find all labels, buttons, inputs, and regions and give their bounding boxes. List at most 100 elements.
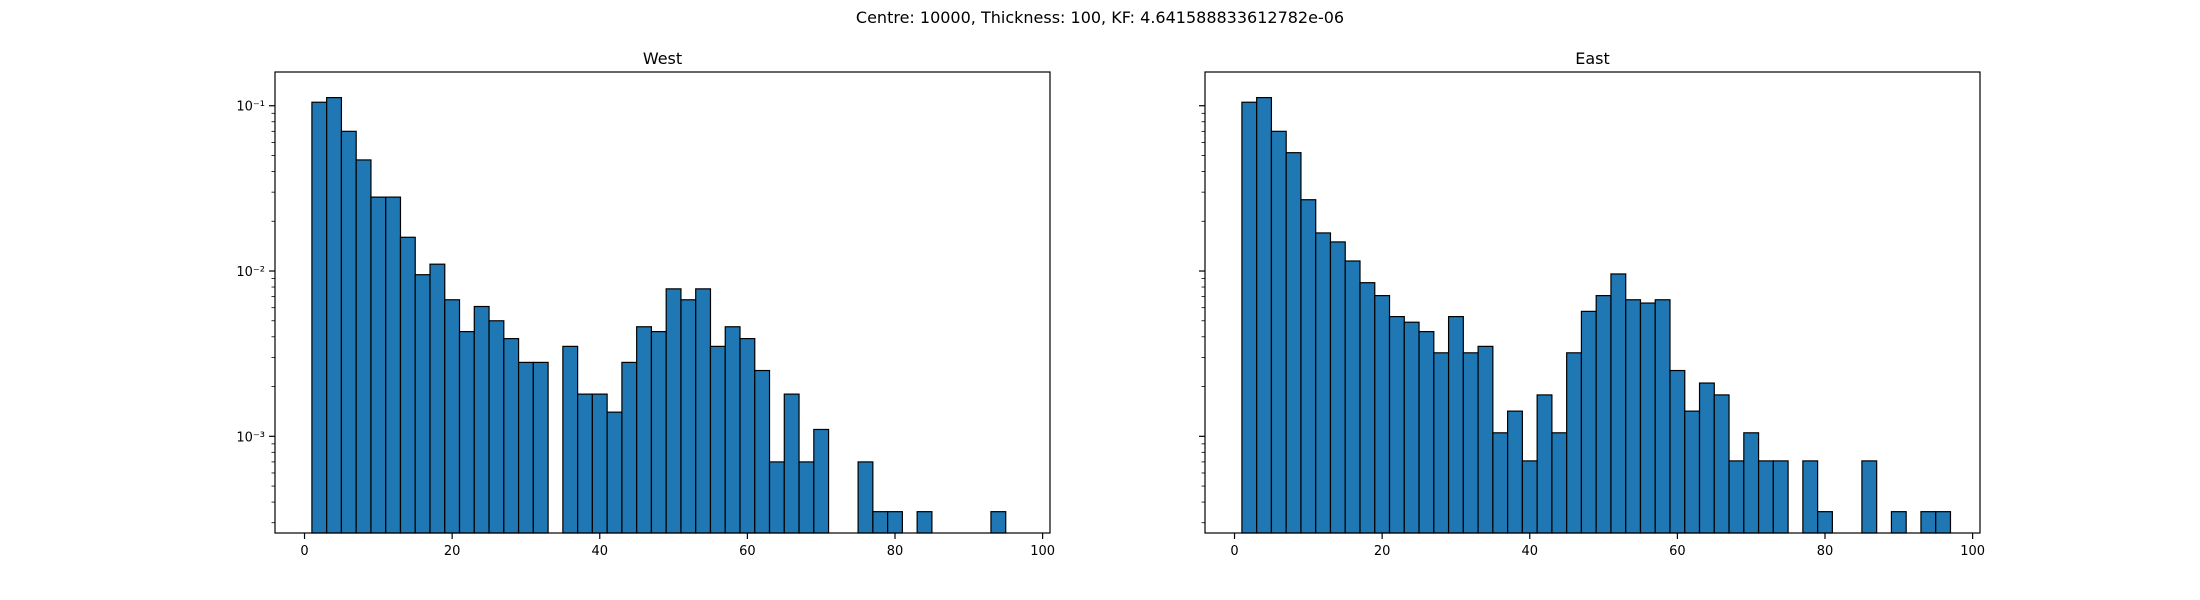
histogram-bar [1551, 432, 1568, 534]
histogram-bar [591, 393, 608, 534]
histogram-bar [1625, 299, 1642, 534]
histogram-bar [1595, 295, 1612, 534]
histogram-bar [1462, 352, 1479, 534]
histogram-bar [724, 326, 741, 534]
histogram-bar [621, 361, 638, 534]
histogram-bar [503, 338, 520, 534]
histogram-bar [1728, 460, 1745, 534]
y-tick-label: 10⁻¹ [236, 100, 265, 115]
histogram-bar [1920, 511, 1937, 534]
x-tick-label: 60 [1669, 544, 1686, 559]
y-tick-label: 10⁻² [236, 265, 265, 280]
histogram-bar [768, 461, 785, 534]
histogram-bar [1241, 101, 1258, 534]
x-tick-label: 80 [887, 544, 904, 559]
x-tick-label: 100 [1030, 544, 1055, 559]
histogram-bar [1256, 97, 1273, 534]
histogram-bar [1329, 241, 1346, 534]
histogram-bar [311, 101, 328, 534]
histogram-bar [754, 369, 771, 534]
x-tick-label: 20 [1374, 544, 1391, 559]
histogram-bar [680, 299, 697, 534]
histogram-bar [1447, 315, 1464, 534]
histogram-bar [1270, 130, 1287, 534]
histogram-bar [1654, 299, 1671, 534]
histogram-bar [355, 159, 372, 534]
x-tick-label: 40 [1521, 544, 1538, 559]
histogram-bar [1935, 511, 1952, 534]
figure-suptitle: Centre: 10000, Thickness: 100, KF: 4.641… [855, 8, 1345, 27]
histogram-bar [577, 393, 593, 534]
histogram-bar [783, 393, 800, 534]
histogram-bar [399, 236, 416, 534]
histogram-bar [1861, 460, 1878, 534]
histogram-bar [488, 320, 505, 534]
x-tick-label: 60 [739, 544, 756, 559]
histogram-bar [414, 274, 431, 534]
axes-frame [274, 71, 1051, 534]
histogram-bar [636, 326, 653, 534]
subplot-west: West 0 20 40 60 80 100 10⁻³ 10⁻² 10⁻¹ [236, 49, 1055, 559]
histogram-bar [1684, 410, 1701, 534]
axes-frame [1204, 71, 1981, 534]
histogram-bar [1698, 382, 1715, 534]
histogram-bar [458, 331, 475, 534]
histogram-bar [1507, 410, 1523, 534]
x-tick-label: 80 [1817, 544, 1834, 559]
histogram-bar [1772, 460, 1789, 534]
histogram-bar [606, 411, 623, 534]
histogram-bar [473, 305, 490, 534]
histogram-bar [872, 511, 889, 534]
histogram-bar [798, 461, 815, 534]
histogram-bar [709, 345, 726, 534]
histogram-bar [429, 263, 446, 534]
x-tick-label: 100 [1960, 544, 1985, 559]
histogram-bar [532, 361, 549, 534]
histogram-bar [1639, 302, 1656, 534]
histogram-bar [1477, 345, 1494, 534]
histogram-bar [665, 288, 682, 534]
histogram-bar [370, 196, 387, 534]
histogram-bar [1359, 282, 1376, 534]
histogram-bar [1536, 394, 1553, 534]
histogram-bar [562, 345, 579, 534]
histogram-bar [1344, 260, 1361, 534]
histogram-bar [990, 511, 1007, 534]
histogram-bar [1802, 460, 1819, 534]
histogram-bar [1403, 321, 1420, 534]
histogram-bar [1374, 295, 1391, 534]
histogram-bar [1757, 460, 1774, 534]
histogram-bar [1580, 310, 1597, 534]
histogram-bar [1566, 352, 1583, 534]
histogram-bar [517, 361, 534, 534]
histogram-bar [1713, 394, 1730, 534]
histogram-bar [813, 428, 830, 534]
x-tick-label: 20 [444, 544, 461, 559]
histogram-bar [1521, 460, 1538, 534]
histogram-bar [444, 299, 461, 534]
histogram-bar [1388, 315, 1405, 534]
x-tick-label: 0 [1230, 544, 1238, 559]
histogram-bar [1300, 199, 1317, 534]
histogram-bar [650, 331, 667, 534]
histogram-bar [1433, 352, 1450, 534]
histogram-bar [857, 461, 874, 534]
subplot-title: West [643, 49, 682, 68]
histogram-bar [916, 511, 933, 534]
histogram-bar [1890, 511, 1907, 534]
histogram-bar [340, 130, 357, 534]
histogram-bar [695, 288, 712, 534]
x-tick-label: 0 [300, 544, 308, 559]
histogram-bar [1315, 232, 1332, 534]
histogram-bar [1743, 432, 1760, 534]
x-tick-label: 40 [591, 544, 608, 559]
histogram-bar [1418, 331, 1435, 534]
histogram-bar [326, 97, 343, 534]
histogram-bar [1610, 273, 1627, 534]
y-tick-label: 10⁻³ [236, 430, 265, 445]
histogram-bar [1285, 152, 1302, 534]
histogram-bar [1669, 369, 1686, 534]
subplot-east: East 0 20 40 60 80 100 [1199, 49, 1985, 559]
histogram-bar [1817, 511, 1833, 534]
